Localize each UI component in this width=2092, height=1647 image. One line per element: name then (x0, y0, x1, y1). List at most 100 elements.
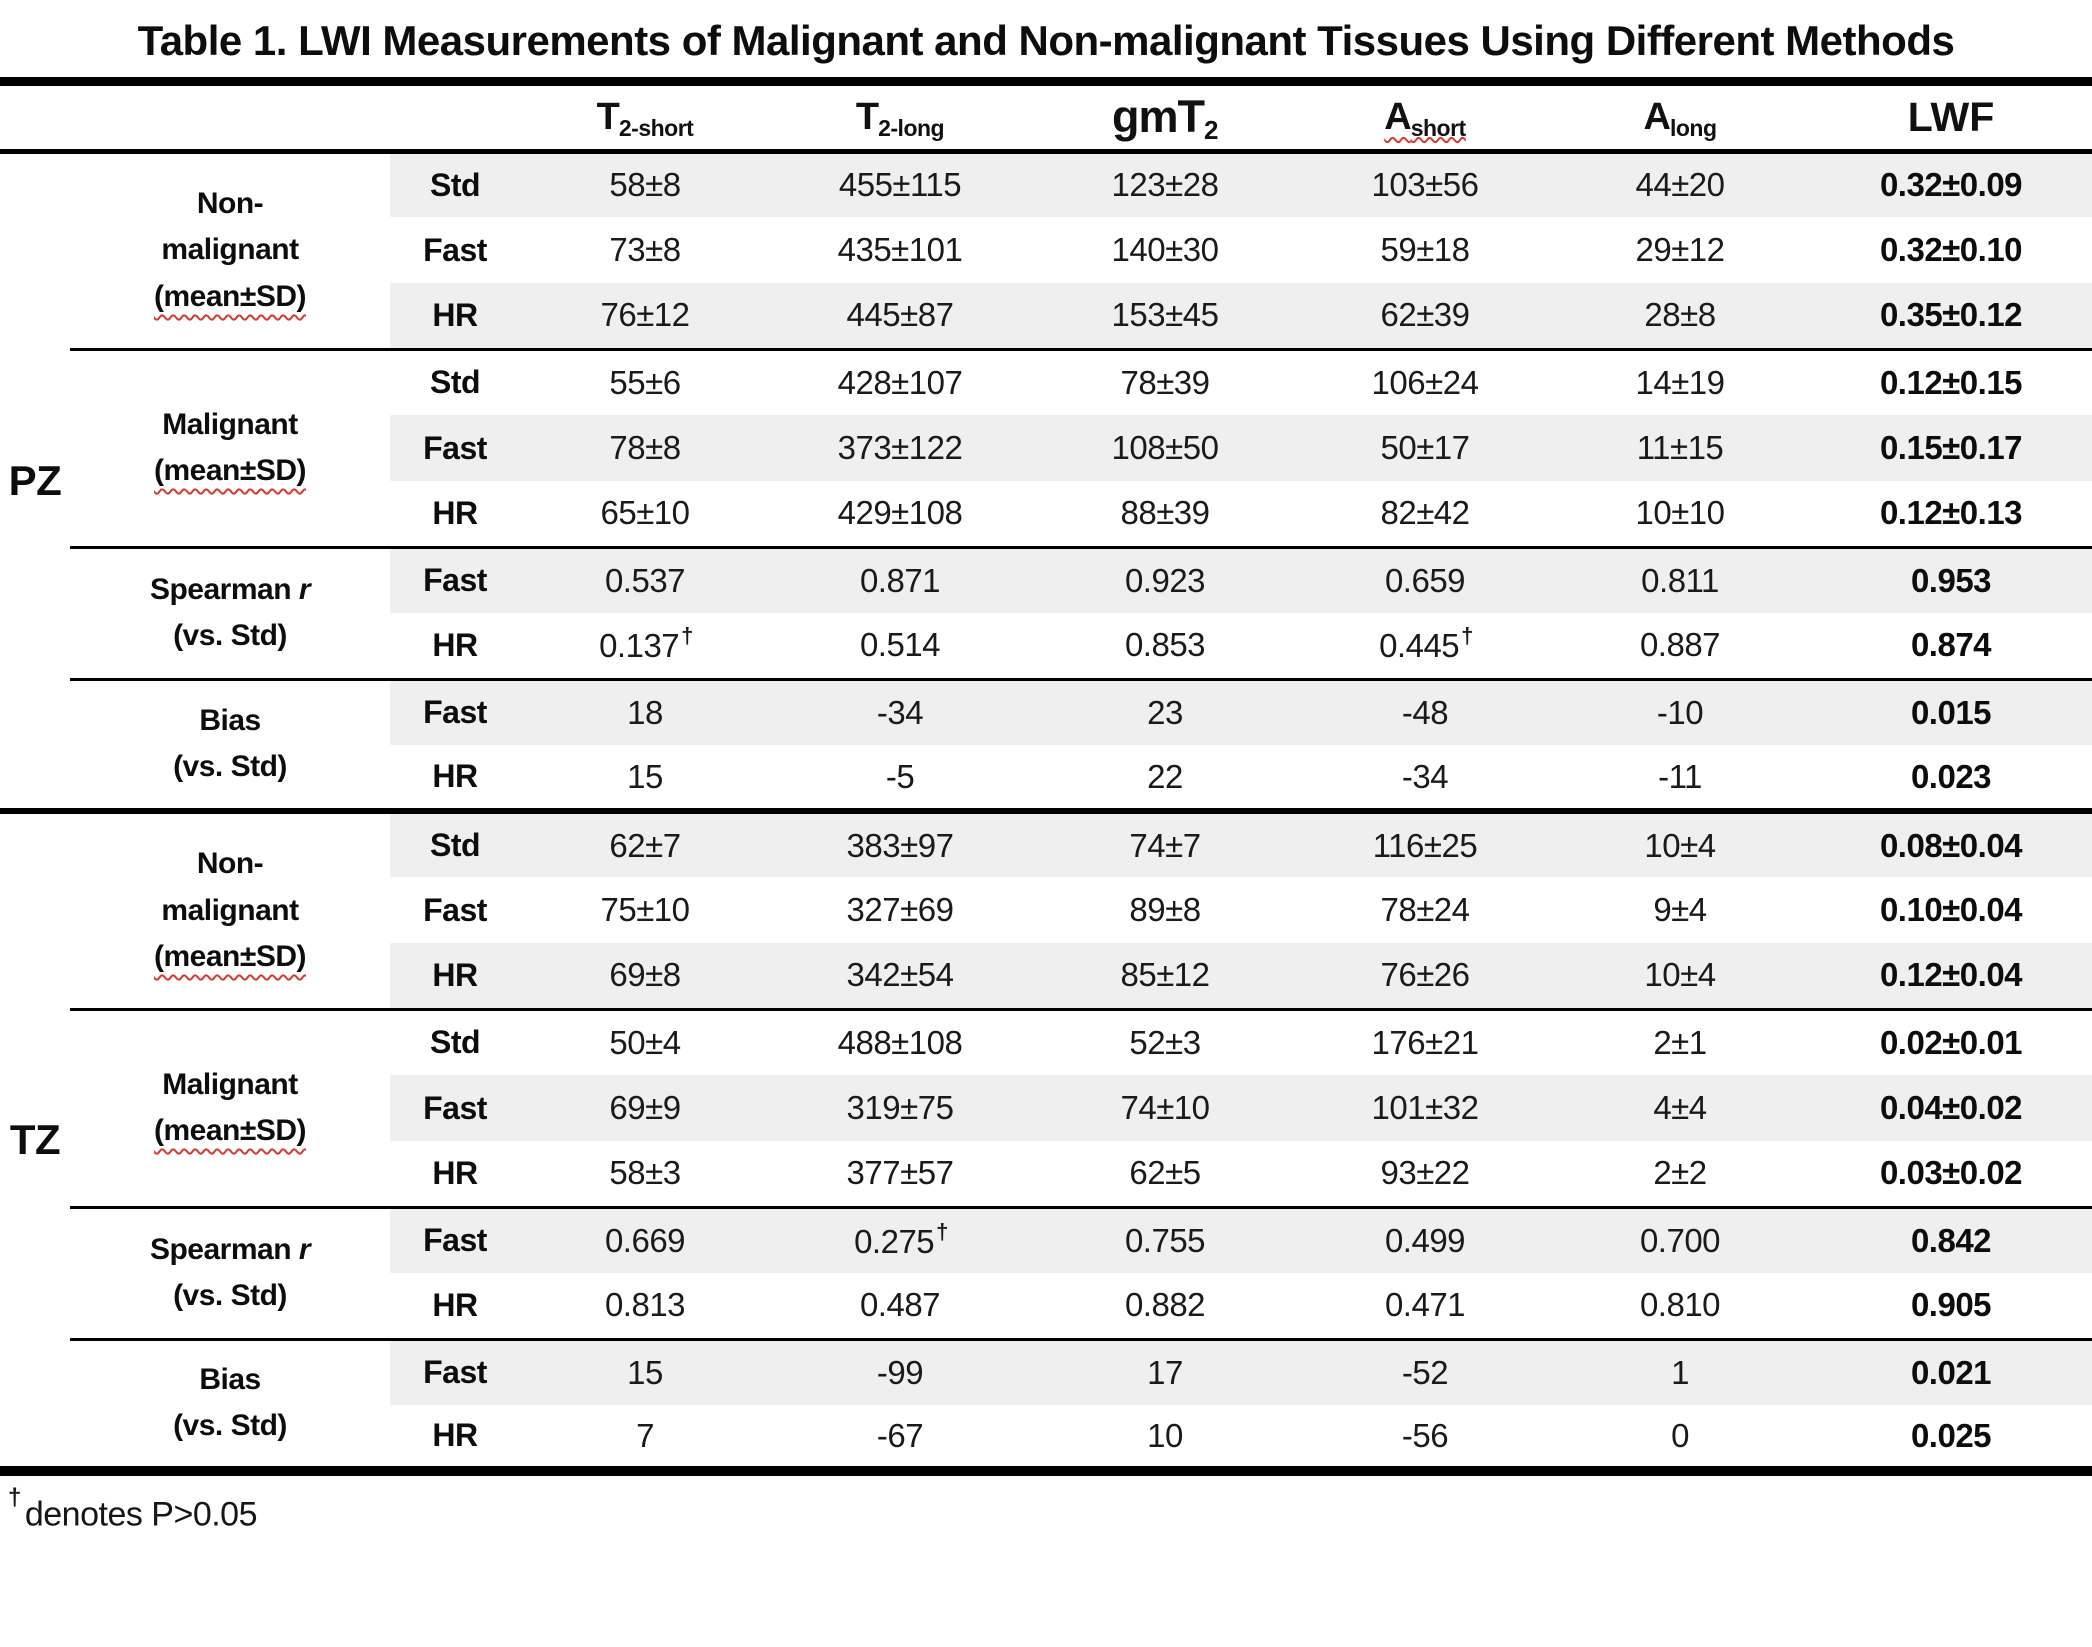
method-cell: Fast (390, 415, 520, 482)
col-header-a-long: Along (1550, 81, 1810, 154)
value-cell: 4±4 (1550, 1075, 1810, 1142)
value-cell: 0.811 (1550, 545, 1810, 614)
dagger-icon: † (936, 1218, 948, 1244)
method-cell: HR (432, 494, 478, 531)
value-cell: 0.700 (1550, 1205, 1810, 1274)
header-label: T2-short (596, 95, 694, 141)
lwf-value-cell: 0.15±0.17 (1810, 415, 2092, 482)
value-cell: 342±54 (770, 943, 1030, 1010)
italic-r: r (298, 572, 311, 606)
group-label-line: malignant (161, 233, 299, 267)
col-header-t2-short: T2-short (520, 81, 770, 154)
value-cell: 377±57 (846, 1154, 954, 1192)
lwf-value-cell: 0.953 (1810, 545, 2092, 614)
method-cell: HR (390, 283, 520, 350)
value-cell: 14±19 (1550, 347, 1810, 416)
table-row: Spearman r (vs. Std) Fast 0.669 0.275† 0.755 0… (0, 1205, 2092, 1340)
lwf-value-cell: 0.10±0.04 (1879, 891, 2023, 929)
group-label-cell: Bias (vs. Std) (70, 1337, 390, 1472)
lwf-value-cell: 0.32±0.10 (1879, 231, 2023, 269)
group-label-cell: Malignant (mean±SD) (70, 1007, 390, 1208)
value-cell: 69±8 (520, 943, 770, 1010)
value-cell: 123±28 (1030, 151, 1300, 218)
value-cell: -10 (1550, 677, 1810, 746)
value-cell: 0.810 (1639, 1286, 1721, 1324)
value-cell: 10±4 (1550, 808, 1810, 878)
group-label-line: (mean±SD) (154, 279, 307, 313)
table-title: Table 1. LWI Measurements of Malignant a… (137, 17, 1955, 64)
lwi-measurements-table: T2-short T2-long gmT2 Ashort Along LWF P… (0, 76, 2092, 1477)
lwf-value-cell: 0.874 (1910, 626, 1992, 664)
value-cell: 0.537 (520, 545, 770, 614)
value-cell: -34 (770, 677, 1030, 746)
value-cell: 78±8 (520, 415, 770, 482)
value-cell: 62±5 (1129, 1154, 1201, 1192)
method-cell: HR (432, 1154, 478, 1191)
value-cell: 435±101 (837, 231, 963, 269)
group-label-cell: Malignant (mean±SD) (70, 347, 390, 548)
lwf-value-cell: 0.12±0.15 (1810, 347, 2092, 416)
group-label-line: (mean±SD) (154, 454, 307, 488)
method-cell: Fast (390, 1205, 520, 1274)
col-header-gmt2: gmT2 (1030, 81, 1300, 154)
value-cell: 55±6 (520, 347, 770, 416)
header-label: LWF (1907, 93, 1995, 140)
method-cell: HR (432, 1417, 478, 1454)
value-cell: 0.514 (859, 626, 941, 664)
value-cell: 10 (1147, 1416, 1183, 1454)
value-cell: -11 (1658, 757, 1702, 795)
lwf-value-cell: 0.021 (1810, 1337, 2092, 1406)
group-label-line: Non- (196, 186, 264, 220)
value-cell: -5 (885, 757, 915, 795)
table-row: PZ Non-malignant (mean±SD) Std 58±8 455±115 12… (0, 151, 2092, 504)
value-cell: 0.923 (1030, 545, 1300, 614)
dagger-icon: † (681, 623, 693, 649)
method-cell: Std (390, 1007, 520, 1076)
value-cell: 69±9 (520, 1075, 770, 1142)
value-cell: -67 (876, 1416, 924, 1454)
header-label: gmT2 (1112, 91, 1218, 146)
lwf-value-cell: 0.35±0.12 (1810, 283, 2092, 350)
lwf-value-cell: 0.12±0.13 (1879, 494, 2023, 532)
value-cell: 93±22 (1380, 1154, 1470, 1192)
method-cell: HR (432, 758, 478, 795)
table-row: Bias (vs. Std) Fast 18 -34 23 -48 -10 0.015 (0, 677, 2092, 812)
lwf-value-cell: 0.32±0.09 (1810, 151, 2092, 218)
value-cell: -52 (1300, 1337, 1550, 1406)
group-label-cell: Spearman r (vs. Std) (70, 545, 390, 680)
method-cell: HR (432, 1286, 478, 1323)
lwf-value-cell: 0.02±0.01 (1810, 1007, 2092, 1076)
table-row: Fast 73±8 435±101 140±30 59±18 29±12 0.32±0.10 (0, 217, 2092, 283)
value-cell: 488±108 (770, 1007, 1030, 1076)
lwf-value-cell: 0.04±0.02 (1810, 1075, 2092, 1142)
value-cell: 2±2 (1653, 1154, 1707, 1192)
value-cell: 153±45 (1030, 283, 1300, 350)
value-cell: 58±3 (609, 1154, 681, 1192)
group-label-line: Non- (196, 847, 264, 881)
group-label-line: Bias (199, 1362, 261, 1396)
document-page: Table 1. LWI Measurements of Malignant a… (0, 14, 2092, 1647)
value-cell: 44±20 (1550, 151, 1810, 218)
value-cell: 0.871 (770, 545, 1030, 614)
group-label-line: Malignant (162, 1067, 298, 1101)
zone-label-cell: PZ (8, 456, 62, 504)
value-cell: 0.887 (1639, 626, 1721, 664)
value-cell: 15 (520, 1337, 770, 1406)
table-row: Malignant (mean±SD) Std 55±6 428±107 78±39 106… (0, 347, 2092, 548)
value-cell: 0.137† (599, 623, 693, 665)
table-row: Fast 69±9 319±75 74±10 101±32 4±4 0.04±0.02 (0, 1075, 2092, 1142)
value-cell: 108±50 (1030, 415, 1300, 482)
value-cell: 7 (636, 1416, 654, 1454)
lwf-value-cell: 0.842 (1810, 1205, 2092, 1274)
group-label-cell: Non-malignant (mean±SD) (70, 808, 390, 1010)
lwf-value-cell: 0.03±0.02 (1879, 1154, 2023, 1192)
method-cell: Fast (390, 1075, 520, 1142)
group-label-cell: Spearman r (vs. Std) (70, 1205, 390, 1340)
method-cell: Fast (423, 231, 487, 268)
lwf-value-cell: 0.08±0.04 (1810, 808, 2092, 878)
italic-r: r (298, 1232, 311, 1266)
value-cell: 62±39 (1300, 283, 1550, 350)
value-cell: 88±39 (1120, 494, 1210, 532)
value-cell: -56 (1401, 1416, 1449, 1454)
value-cell: 11±15 (1550, 415, 1810, 482)
